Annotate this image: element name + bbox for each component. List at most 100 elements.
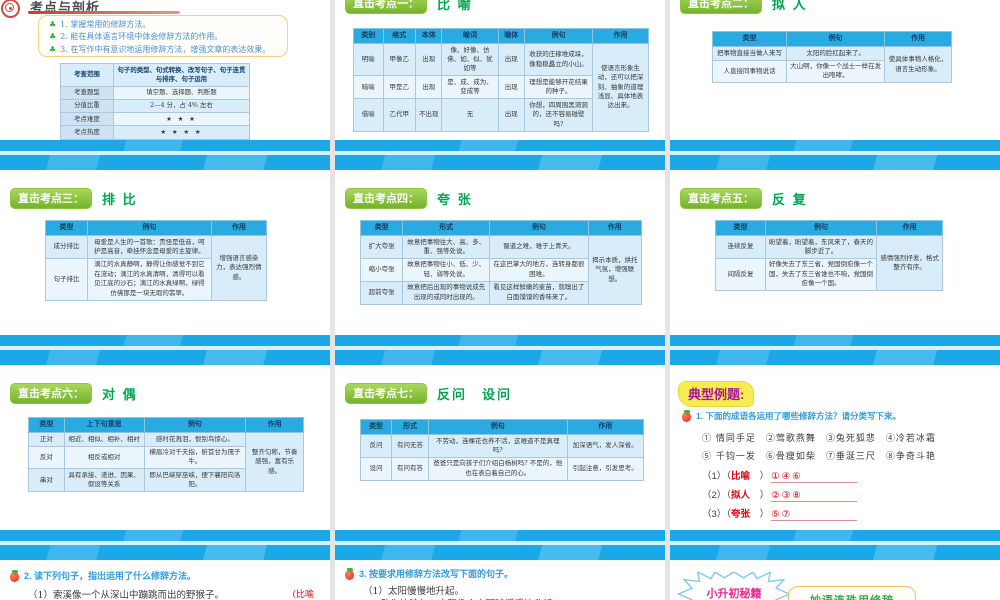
- col-header: 形式: [402, 219, 491, 237]
- col-header: 类型: [715, 219, 766, 237]
- clover-icon: ♣: [49, 20, 57, 29]
- kuazhang-table-box: 类型 形式 例句 作用 扩大夸张 故意把事物往大、高、多、重、强等处说。 蜀道之难，难于上…: [359, 219, 643, 305]
- table-cell: 考点难度: [60, 112, 114, 127]
- slide-thumb-kaodian-overview[interactable]: 考点与剖析 ♣ 1. 掌握常用的修辞方法。 ♣ 2. 能在具体语言环境中体会修辞方法…: [0, 0, 330, 172]
- effect-cell: 感情强烈抒发，格式整齐有序。: [876, 235, 943, 292]
- table-cell: 句子的类型、句式转换、改写句子、句子连贯与排序、句子运用: [112, 63, 251, 87]
- answer-label: 比喻: [731, 471, 751, 482]
- table-cell: 感时花溅泪，恨别鸟惊心。: [143, 432, 247, 447]
- wave-bar: [335, 545, 665, 560]
- slide-title: 反 复: [772, 192, 808, 207]
- answer-label: 夸张: [731, 509, 751, 520]
- answer-line: （1）（比喻 ） ①④⑥: [702, 468, 858, 483]
- col-header: 上下句意思: [63, 416, 145, 434]
- col-header: 例句: [524, 27, 593, 45]
- table-cell: 考查题型: [60, 85, 114, 100]
- kuazhang-table: 类型 形式 例句 作用 扩大夸张 故意把事物往大、高、多、重、强等处说。 蜀道之难，难于上…: [359, 219, 643, 305]
- slide-thumb-paibi[interactable]: 直击考点三： 排 比 类型 例句 作用 成分排比 母爱是人生的一首歌：责怪是低音，呵护是…: [0, 180, 330, 367]
- table-cell: 故意把事物往小、低、少、轻、弱等处说。: [402, 257, 491, 282]
- slide-thumb-niren[interactable]: 直击考点二： 拟 人 类型 例句 作用 把事物直接当做人来写 太阳的脸红起来了。 使具体事…: [670, 0, 1000, 172]
- table-cell: 扩大夸张: [359, 235, 404, 259]
- col-header: 类型: [45, 219, 88, 237]
- table-cell: 设问: [359, 456, 393, 481]
- idiom-line: ⑤ 千钧一发 ⑥骨瘦如柴 ⑦垂涎三尺 ⑧争奇斗艳: [702, 452, 936, 462]
- col-header: 例句: [489, 219, 589, 237]
- table-cell: 故意把事物往大、高、多、重、强等处说。: [402, 235, 491, 259]
- slide-thumb-examples[interactable]: 典型例题: 1. 下面的成语各运用了哪些修辞方法？请分类写下来。 ① 情同手足 …: [670, 375, 1000, 562]
- kaodian-badge: 直击考点二：: [680, 0, 762, 14]
- table-cell: 看见这样鲜嫩的麦苗，就嗅出了白面馍馍的香味来了。: [489, 280, 589, 305]
- biyu-table: 类别 格式 本体 喻词 喻体 例句 作用 明喻 甲像乙 出现 像、好像、仿佛、如、似、犹如等 出现收…: [353, 27, 650, 132]
- table-cell: 你想，四周围黑洞洞的，还不容易碰壁吗?: [524, 98, 593, 132]
- table-cell: 引起注意，引发思考。: [566, 456, 645, 481]
- answer-value: ①④⑥: [771, 471, 858, 483]
- col-header: 作用: [884, 30, 952, 48]
- clover-icon: ♣: [49, 44, 57, 54]
- answer-line: （2）（拟人 ） ②③⑧: [702, 487, 858, 502]
- effect-cell: 整齐匀称，节奏感强，富有乐感。: [245, 432, 304, 493]
- slide-thumb-biyu[interactable]: 直击考点一：比 喻 类别 格式 本体 喻词 喻体 例句 作用 明喻 甲像乙 出现 像、好像、仿佛、…: [335, 0, 665, 172]
- col-header: 形式: [391, 418, 429, 436]
- table-cell: 出现: [414, 43, 443, 77]
- col-header: 类别: [353, 27, 384, 45]
- target-icon: [1, 0, 20, 18]
- col-header: 作用: [245, 416, 304, 434]
- wave-gap: [0, 541, 330, 545]
- col-header: 作用: [210, 219, 268, 237]
- answer-line: （3）（夸张 ） ⑤⑦: [702, 506, 858, 521]
- col-header: 类型: [711, 30, 788, 48]
- wave-gap: [335, 541, 665, 545]
- answer-label: 拟人: [731, 490, 751, 501]
- table-cell: 考点热度: [60, 125, 114, 140]
- col-header: 例句: [86, 219, 212, 237]
- niren-table-box: 类型 例句 作用 把事物直接当做人来写 太阳的脸红起来了。 使具体事物人格化，语言生动形…: [711, 30, 952, 84]
- wave-bar: [335, 335, 665, 346]
- wave-bar: [335, 530, 665, 541]
- col-header: 例句: [764, 219, 878, 237]
- duiou-table-box: 类型 上下句意思 例句 作用 正对 相近、相似、相补、相衬 感时花溅泪，恨别鸟惊心。 整齐匀…: [28, 416, 304, 493]
- sentence-item: （1）索溪像一个从深山中蹦跳而出的野猴子。: [28, 590, 225, 600]
- table-cell: 大山啊，你像一个战士一样在发出咆哮。: [786, 59, 886, 84]
- table-cell: 不劳动，连棵花也养不活，这难道不是真理吗?: [427, 434, 568, 458]
- slide-thumb-fanfu[interactable]: 直击考点五： 反 复 类型 例句 作用 连续反复 盼望着，盼望着，东风来了，春天的脚步近…: [670, 180, 1000, 367]
- table-cell: 甲是乙: [382, 75, 416, 100]
- kaodian-badge: 直击考点六：: [10, 383, 92, 404]
- wave-bar: [335, 350, 665, 365]
- table-cell: 收获的庄稼堆成垛，像稳稳矗立的小山。: [524, 43, 593, 77]
- wave-gap: [670, 541, 1000, 545]
- answer-value: ⑤⑦: [771, 509, 858, 521]
- effect-cell: 增强语言感染力，表达强烈情感。: [210, 235, 268, 301]
- wave-gap: [335, 346, 665, 350]
- table-cell: 出现: [497, 98, 526, 132]
- slide-thumb-kuazhang[interactable]: 直击考点四： 夸 张 类型 形式 例句 作用 扩大夸张 故意把事物往大、高、多、重、强等处…: [335, 180, 665, 367]
- table-cell: 在这巴掌大的地方，连转身都很困难。: [489, 257, 589, 282]
- table-cell: 甲像乙: [382, 43, 416, 77]
- slide-thumb-exercise3[interactable]: 3. 按要求用修辞方法改写下面的句子。 （1）太阳慢慢地升起。 改为比喻句：太阳…: [335, 568, 665, 600]
- slide-thumb-fanwen-shewen[interactable]: 直击考点七： 反问 设问 类型 形式 例句 作用 反问 有问无答 不劳动，连棵花也养不活，这…: [335, 375, 665, 562]
- slide-thumb-duiou[interactable]: 直击考点六： 对 偶 类型 上下句意思 例句 作用 正对 相近、相似、相补、相衬 感时花溅泪…: [0, 375, 330, 562]
- col-header: 喻词: [441, 27, 499, 45]
- wave-bar: [670, 350, 1000, 365]
- hotness-stars: ★ ★ ★ ★: [112, 125, 251, 140]
- table-cell: 正对: [28, 432, 65, 447]
- answer-value: ②③⑧: [771, 490, 858, 502]
- table-cell: 漓江的水真静啊，静得让你感觉不到它在流动；漓江的水真清啊，清得可以看见江底的沙石…: [86, 257, 212, 301]
- table-cell: 蜀道之难，难于上青天。: [489, 235, 589, 259]
- slide-thumb-secret-tips[interactable]: 小升初秘籍 妙语连珠用修辞: [670, 568, 1000, 600]
- slide-title: 拟 人: [772, 0, 808, 12]
- col-header: 类型: [28, 416, 65, 434]
- table-cell: 有问有答: [391, 456, 429, 481]
- wave-bar: [670, 530, 1000, 541]
- table-cell: 分值比重: [60, 98, 114, 114]
- table-cell: 母爱是人生的一首歌：责怪是低音，呵护是高音，牵挂怀念是母爱的主旋律。: [86, 235, 212, 259]
- wave-gap: [335, 151, 665, 155]
- slide-title: 排 比: [102, 192, 138, 207]
- slide-thumb-exercise2[interactable]: 2. 读下列句子，指出运用了什么修辞方法。 （1）索溪像一个从深山中蹦跳而出的野…: [0, 568, 330, 600]
- slide-title: 反问 设问: [437, 387, 513, 402]
- sentence-item: （1）太阳慢慢地升起。: [363, 586, 465, 597]
- starburst-shape: 小升初秘籍: [676, 570, 792, 600]
- table-cell: 句子排比: [45, 257, 88, 301]
- table-cell: 不出现: [414, 98, 443, 132]
- table-cell: 反对: [28, 445, 65, 470]
- col-header: 类型: [359, 219, 404, 237]
